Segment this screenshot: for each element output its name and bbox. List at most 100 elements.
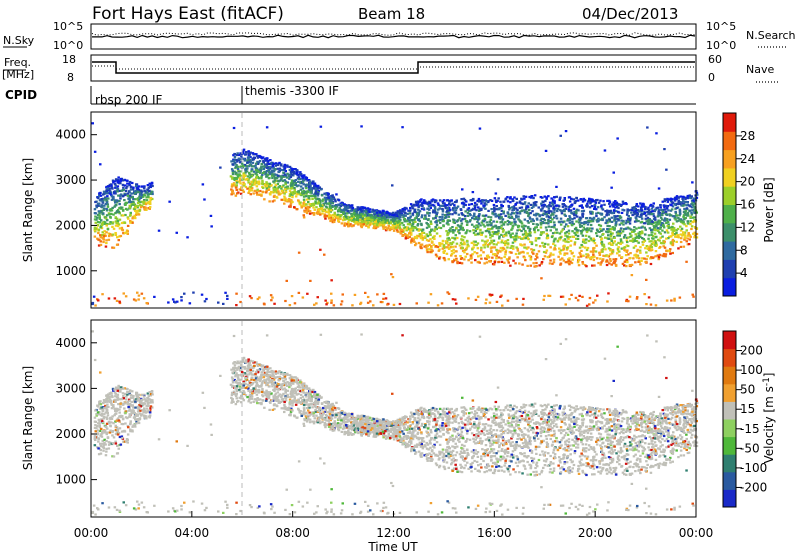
power-scatter-cell — [346, 210, 349, 213]
power-scatter-cell — [258, 160, 262, 163]
velocity-scatter-cell — [607, 422, 610, 425]
power-scatter-cell — [561, 209, 565, 212]
power-scatter-cell — [563, 198, 566, 201]
power-scatter-cell — [542, 205, 546, 208]
velocity-scatter-cell — [652, 421, 655, 424]
power-scatter-cell — [348, 216, 351, 219]
power-scatter-cell — [541, 196, 544, 199]
power-scatter-cell — [404, 206, 407, 209]
power-scatter-cell — [433, 206, 437, 209]
power-scatter-cell — [256, 193, 259, 196]
power-scatter-cell — [466, 244, 470, 248]
power-scatter-cell — [365, 221, 368, 224]
power-scatter-cell — [249, 175, 253, 178]
power-scatter-cell — [421, 237, 425, 240]
power-scatter-cell — [441, 242, 444, 245]
power-scatter-cell — [431, 211, 435, 214]
power-scatter-cell — [460, 235, 464, 238]
power-scatter-cell — [579, 255, 583, 258]
power-scatter-cell — [446, 234, 449, 237]
power-scatter-cell — [443, 202, 446, 205]
power-scatter-cell — [319, 248, 322, 251]
power-scatter-cell — [368, 213, 371, 216]
power-scatter-cell — [666, 231, 670, 234]
power-scatter-cell — [639, 215, 643, 218]
power-scatter-cell — [106, 219, 109, 222]
power-scatter-cell — [674, 210, 677, 213]
power-scatter-cell — [486, 254, 490, 257]
power-scatter-cell — [504, 221, 507, 224]
power-scatter-cell — [273, 175, 276, 178]
power-scatter-cell — [512, 236, 515, 239]
power-scatter-cell — [318, 186, 322, 189]
power-scatter-cell — [672, 222, 675, 225]
power-scatter-cell — [441, 216, 444, 219]
power-scatter-cell — [532, 222, 535, 225]
power-colorbar-tick-label: 8 — [740, 243, 748, 257]
power-scatter-cell — [615, 202, 619, 205]
power-scatter-cell — [186, 236, 189, 239]
power-scatter-cell — [628, 232, 632, 235]
power-scatter-cell — [608, 202, 611, 205]
velocity-scatter-cell — [490, 416, 493, 419]
power-scatter-cell — [616, 249, 620, 252]
power-scatter-cell — [438, 256, 442, 259]
power-scatter-cell — [585, 304, 589, 307]
power-scatter-cell — [505, 231, 508, 234]
power-scatter-cell — [530, 248, 533, 251]
power-scatter-cell — [514, 207, 518, 210]
power-scatter-cell — [546, 234, 550, 237]
power-scatter-cell — [497, 197, 500, 200]
power-scatter-cell — [117, 223, 121, 226]
power-scatter-cell — [493, 210, 496, 213]
power-scatter-cell — [304, 206, 308, 209]
power-scatter-cell — [345, 215, 348, 218]
power-scatter-cell — [547, 220, 550, 223]
power-scatter-cell — [97, 197, 100, 200]
power-scatter-cell — [489, 199, 492, 202]
figure-title: Fort Hays East (fitACF) — [92, 4, 284, 24]
power-scatter-cell — [594, 250, 598, 253]
power-scatter-cell — [501, 227, 504, 230]
power-scatter-cell — [494, 231, 497, 234]
power-scatter-cell — [498, 249, 501, 252]
power-scatter-cell — [106, 203, 109, 206]
power-scatter-cell — [327, 211, 330, 214]
power-scatter-cell — [267, 162, 271, 165]
power-scatter-cell — [642, 240, 645, 243]
power-scatter-cell — [506, 239, 510, 242]
power-scatter-cell — [604, 236, 607, 239]
power-scatter-cell — [480, 202, 483, 205]
power-scatter-cell — [323, 253, 326, 256]
power-scatter-cell — [490, 222, 493, 225]
power-scatter-cell — [394, 220, 397, 223]
power-scatter-cell — [371, 218, 374, 221]
power-scatter-cell — [596, 228, 599, 231]
power-colorbar-swatch — [723, 259, 736, 279]
power-scatter-cell — [329, 216, 333, 219]
power-scatter-cell — [622, 202, 625, 205]
power-scatter-cell — [568, 235, 572, 239]
power-scatter-cell — [370, 213, 373, 216]
power-scatter-cell — [663, 231, 667, 234]
power-scatter-cell — [608, 205, 612, 208]
power-scatter-cell — [302, 195, 306, 198]
power-scatter-cell — [360, 223, 363, 226]
power-scatter-cell — [436, 202, 440, 205]
power-scatter-cell — [387, 214, 390, 217]
power-scatter-cell — [137, 298, 140, 301]
power-scatter-cell — [296, 177, 300, 180]
power-scatter-cell — [662, 224, 665, 227]
power-scatter-cell — [110, 209, 114, 212]
power-scatter-cell — [321, 204, 324, 207]
power-scatter-cell — [412, 227, 415, 230]
power-scatter-cell — [587, 239, 591, 243]
power-scatter-cell — [529, 231, 532, 234]
power-scatter-cell — [536, 256, 539, 259]
power-scatter-cell — [685, 225, 688, 228]
power-scatter-cell — [490, 250, 493, 253]
power-scatter-cell — [427, 301, 430, 304]
power-scatter-cell — [122, 188, 125, 191]
power-scatter-cell — [683, 231, 687, 234]
power-scatter-cell — [667, 209, 670, 212]
